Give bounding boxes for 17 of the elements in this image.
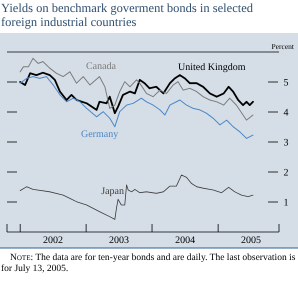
- y-tick-label: 2: [284, 168, 288, 178]
- x-tick-label: 2003: [108, 235, 129, 246]
- series-label: Japan: [101, 186, 124, 197]
- x-tick-label: 2004: [175, 235, 196, 246]
- line-series: [20, 174, 254, 220]
- y-tick-label: 4: [284, 108, 288, 118]
- x-tick-label: 2002: [43, 235, 64, 246]
- y-tick-label: 3: [284, 138, 288, 148]
- chart-title: Yields on benchmark goverment bonds in selected foreign industrial countries: [1, 1, 254, 29]
- y-tick-label: 5: [284, 78, 288, 88]
- y-tick-label: 1: [284, 198, 288, 208]
- line-series: [20, 76, 254, 139]
- series-label: United Kingdom: [178, 62, 246, 73]
- series-label: Germany: [81, 129, 118, 140]
- x-tick-label: 2005: [241, 235, 262, 246]
- series-label: Canada: [86, 61, 117, 72]
- text: Note: The data are for ten-year bonds and are daily. The last observation is for July 13, 2005.: [1, 253, 296, 274]
